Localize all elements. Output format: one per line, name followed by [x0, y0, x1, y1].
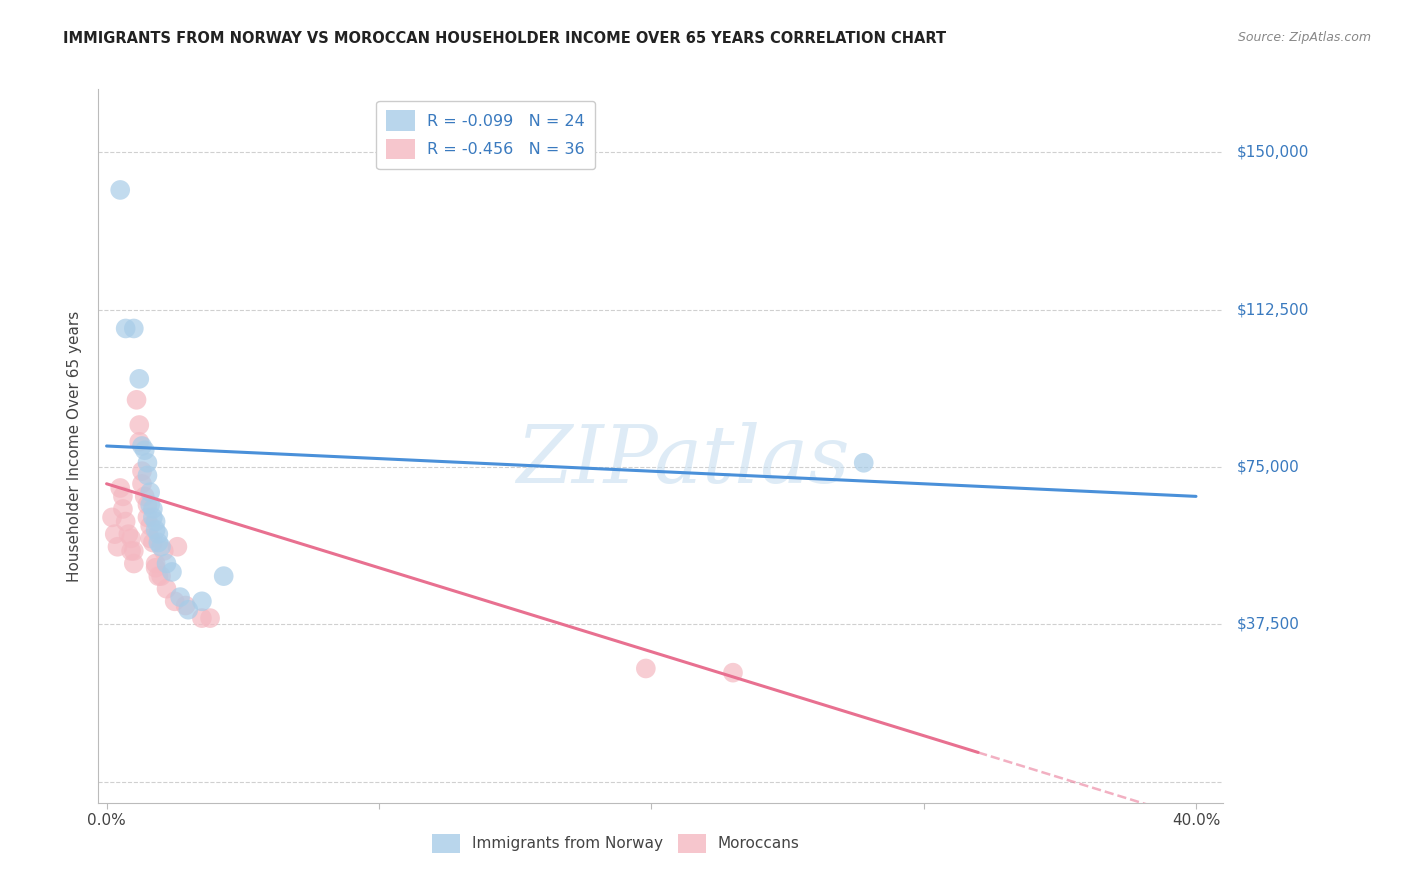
Point — [145, 523, 167, 537]
Point — [134, 443, 156, 458]
Point — [152, 544, 174, 558]
Point — [131, 476, 153, 491]
Point — [128, 434, 150, 449]
Legend: Immigrants from Norway, Moroccans: Immigrants from Norway, Moroccans — [426, 828, 806, 859]
Point — [136, 510, 159, 524]
Point — [107, 540, 129, 554]
Point — [155, 557, 177, 571]
Point — [111, 489, 134, 503]
Point — [104, 527, 127, 541]
Point — [191, 611, 214, 625]
Point — [128, 417, 150, 432]
Point — [155, 582, 177, 596]
Point — [212, 569, 235, 583]
Point — [198, 611, 221, 625]
Text: $112,500: $112,500 — [1237, 302, 1309, 317]
Point — [131, 464, 153, 478]
Point — [136, 468, 159, 483]
Point — [142, 510, 165, 524]
Point — [139, 532, 162, 546]
Point — [145, 560, 167, 574]
Point — [114, 515, 136, 529]
Point — [134, 489, 156, 503]
Point — [108, 481, 131, 495]
Point — [166, 540, 188, 554]
Point — [148, 535, 170, 549]
Point — [120, 544, 142, 558]
Point — [634, 661, 657, 675]
Text: $37,500: $37,500 — [1237, 617, 1301, 632]
Point — [145, 557, 167, 571]
Point — [150, 569, 173, 583]
Point — [191, 594, 214, 608]
Point — [136, 498, 159, 512]
Y-axis label: Householder Income Over 65 years: Householder Income Over 65 years — [67, 310, 83, 582]
Point — [120, 532, 142, 546]
Text: $150,000: $150,000 — [1237, 145, 1309, 160]
Point — [101, 510, 124, 524]
Point — [721, 665, 744, 680]
Point — [163, 594, 186, 608]
Point — [169, 590, 191, 604]
Point — [139, 485, 162, 500]
Point — [148, 569, 170, 583]
Point — [145, 515, 167, 529]
Text: Source: ZipAtlas.com: Source: ZipAtlas.com — [1237, 31, 1371, 45]
Point — [122, 557, 145, 571]
Point — [174, 599, 197, 613]
Point — [142, 502, 165, 516]
Point — [122, 321, 145, 335]
Point — [142, 535, 165, 549]
Point — [177, 603, 200, 617]
Point — [114, 321, 136, 335]
Point — [108, 183, 131, 197]
Point — [128, 372, 150, 386]
Point — [139, 518, 162, 533]
Text: ZIPatlas: ZIPatlas — [516, 422, 851, 499]
Point — [122, 544, 145, 558]
Text: IMMIGRANTS FROM NORWAY VS MOROCCAN HOUSEHOLDER INCOME OVER 65 YEARS CORRELATION : IMMIGRANTS FROM NORWAY VS MOROCCAN HOUSE… — [63, 31, 946, 46]
Text: $75,000: $75,000 — [1237, 459, 1301, 475]
Point — [111, 502, 134, 516]
Point — [148, 527, 170, 541]
Point — [117, 527, 139, 541]
Point — [150, 540, 173, 554]
Point — [139, 498, 162, 512]
Point — [125, 392, 148, 407]
Point — [852, 456, 875, 470]
Point — [136, 456, 159, 470]
Point — [160, 565, 183, 579]
Point — [131, 439, 153, 453]
